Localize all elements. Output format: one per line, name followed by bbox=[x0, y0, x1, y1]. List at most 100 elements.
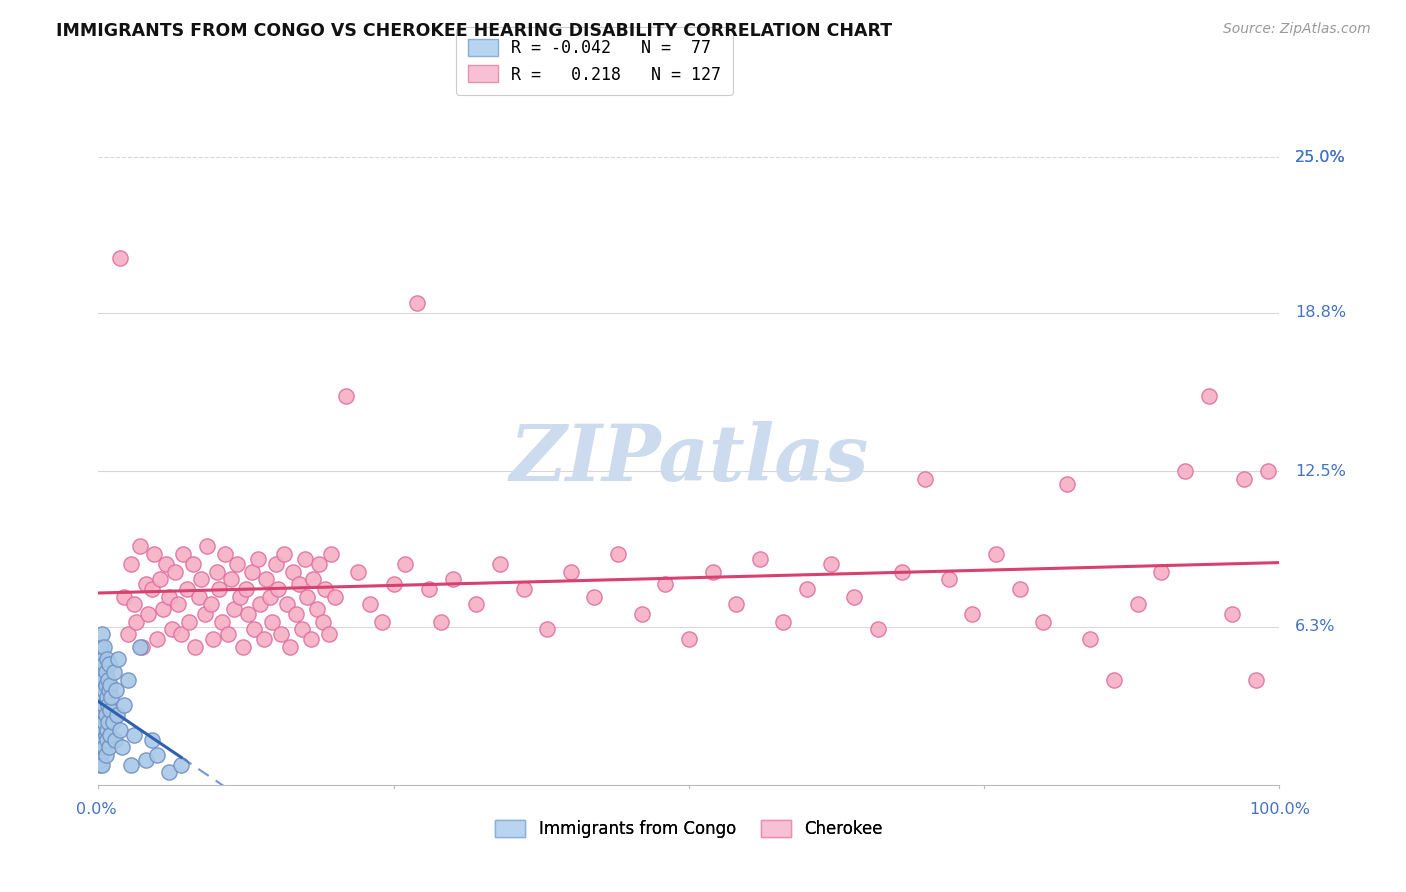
Point bbox=[1080, 632, 1102, 647]
Point bbox=[93, 682, 115, 697]
Point bbox=[93, 715, 115, 730]
Point bbox=[94, 665, 117, 679]
Point bbox=[267, 582, 290, 596]
Point bbox=[371, 615, 394, 629]
Point bbox=[205, 565, 228, 579]
Point bbox=[1008, 582, 1031, 596]
Point bbox=[238, 607, 260, 622]
Point bbox=[1220, 607, 1243, 622]
Point bbox=[97, 715, 120, 730]
Point bbox=[890, 565, 912, 579]
Point bbox=[91, 740, 114, 755]
Point bbox=[254, 572, 277, 586]
Point bbox=[176, 582, 198, 596]
Text: 25.0%: 25.0% bbox=[1295, 150, 1346, 165]
Point bbox=[347, 565, 370, 579]
Point bbox=[89, 648, 111, 662]
Point bbox=[984, 547, 1007, 561]
Point bbox=[1102, 673, 1125, 687]
Point bbox=[94, 728, 117, 742]
Point bbox=[117, 627, 139, 641]
Point bbox=[382, 577, 405, 591]
Text: IMMIGRANTS FROM CONGO VS CHEROKEE HEARING DISABILITY CORRELATION CHART: IMMIGRANTS FROM CONGO VS CHEROKEE HEARIN… bbox=[56, 22, 893, 40]
Point bbox=[170, 627, 193, 641]
Point bbox=[1244, 673, 1267, 687]
Point bbox=[312, 615, 335, 629]
Point bbox=[135, 753, 157, 767]
Point bbox=[678, 632, 700, 647]
Point bbox=[90, 690, 112, 704]
Point bbox=[96, 652, 118, 666]
Point bbox=[235, 582, 257, 596]
Point bbox=[89, 673, 111, 687]
Point bbox=[97, 673, 120, 687]
Point bbox=[141, 732, 163, 747]
Point bbox=[748, 552, 770, 566]
Point bbox=[146, 747, 169, 762]
Point bbox=[157, 765, 180, 780]
Text: Source: ZipAtlas.com: Source: ZipAtlas.com bbox=[1223, 22, 1371, 37]
Point bbox=[259, 590, 281, 604]
Point bbox=[290, 622, 312, 636]
Point bbox=[96, 723, 118, 737]
Point bbox=[89, 740, 111, 755]
Point bbox=[249, 597, 271, 611]
Legend: Immigrants from Congo, Cherokee: Immigrants from Congo, Cherokee bbox=[488, 813, 890, 845]
Point bbox=[121, 557, 143, 571]
Point bbox=[938, 572, 960, 586]
Point bbox=[181, 557, 204, 571]
Point bbox=[201, 632, 224, 647]
Point bbox=[108, 251, 131, 265]
Text: 100.0%: 100.0% bbox=[1249, 802, 1310, 817]
Point bbox=[112, 698, 135, 712]
Point bbox=[195, 540, 218, 554]
Point bbox=[264, 557, 287, 571]
Point bbox=[260, 615, 283, 629]
Point bbox=[98, 682, 121, 697]
Point bbox=[335, 389, 357, 403]
Point bbox=[190, 572, 212, 586]
Point bbox=[97, 698, 120, 712]
Text: 6.3%: 6.3% bbox=[1295, 619, 1336, 634]
Point bbox=[93, 657, 115, 672]
Point bbox=[465, 597, 488, 611]
Point bbox=[314, 582, 336, 596]
Point bbox=[430, 615, 453, 629]
Point bbox=[93, 640, 115, 654]
Point bbox=[111, 740, 134, 755]
Point bbox=[654, 577, 676, 591]
Point bbox=[94, 707, 117, 722]
Point bbox=[165, 565, 187, 579]
Point bbox=[283, 565, 305, 579]
Point bbox=[91, 723, 114, 737]
Point bbox=[276, 597, 298, 611]
Point bbox=[89, 703, 111, 717]
Point bbox=[90, 657, 112, 672]
Point bbox=[125, 615, 148, 629]
Point bbox=[89, 757, 111, 772]
Point bbox=[128, 640, 150, 654]
Point bbox=[96, 732, 118, 747]
Point bbox=[94, 747, 117, 762]
Point bbox=[122, 597, 145, 611]
Point bbox=[89, 665, 111, 679]
Point bbox=[172, 547, 194, 561]
Point bbox=[105, 707, 128, 722]
Text: 12.5%: 12.5% bbox=[1295, 464, 1346, 479]
Point bbox=[184, 640, 207, 654]
Point bbox=[217, 627, 239, 641]
Point bbox=[170, 757, 193, 772]
Point bbox=[1056, 476, 1078, 491]
Point bbox=[160, 622, 183, 636]
Point bbox=[152, 602, 174, 616]
Point bbox=[866, 622, 889, 636]
Point bbox=[512, 582, 534, 596]
Point bbox=[94, 677, 117, 691]
Point bbox=[441, 572, 464, 586]
Point bbox=[229, 590, 252, 604]
Point bbox=[1150, 565, 1173, 579]
Point bbox=[489, 557, 512, 571]
Point bbox=[772, 615, 794, 629]
Point bbox=[90, 677, 112, 691]
Point bbox=[187, 590, 209, 604]
